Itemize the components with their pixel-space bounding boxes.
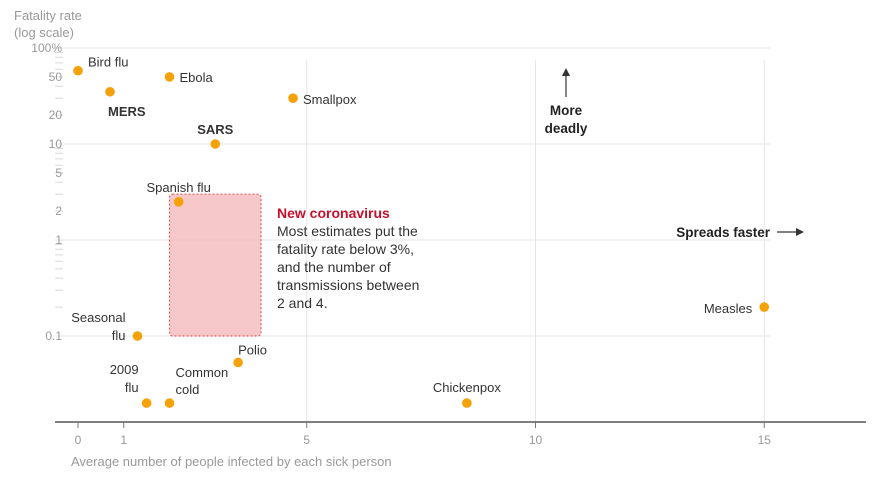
- y-tick-label: 100%: [31, 41, 62, 55]
- spreads-faster-label: Spreads faster: [676, 225, 771, 240]
- coronavirus-text-line: transmissions between: [277, 277, 419, 293]
- x-tick-label: 15: [758, 433, 772, 447]
- highlight-region-layer: New coronavirus Most estimates put the fat…: [168, 193, 419, 337]
- data-point: [164, 72, 175, 82]
- point-label: cold: [176, 382, 200, 397]
- y-axis-title-line1: Fatality rate: [14, 8, 82, 23]
- point-label: Smallpox: [303, 92, 357, 107]
- annotation-layer: More deadly Spreads faster: [545, 68, 804, 240]
- data-point: [141, 398, 152, 408]
- y-tick-label: 5: [55, 166, 62, 180]
- coronavirus-text-line: and the number of: [277, 259, 391, 275]
- point-label: flu: [125, 380, 139, 395]
- point-label: Bird flu: [88, 55, 128, 70]
- point-label: Ebola: [180, 70, 214, 85]
- x-tick-label: 10: [529, 433, 543, 447]
- y-tick-label: 0.1: [45, 329, 62, 343]
- y-tick-label: 20: [49, 108, 63, 122]
- data-point: [173, 196, 184, 207]
- point-label: flu: [112, 328, 126, 343]
- x-tick-label: 0: [75, 433, 82, 447]
- y-axis-title-line2: (log scale): [14, 25, 74, 40]
- x-axis-title: Average number of people infected by eac…: [71, 454, 392, 469]
- data-point: [132, 331, 143, 341]
- point-label: Polio: [238, 342, 267, 357]
- point-label: MERS: [108, 104, 146, 119]
- point-layer: [73, 65, 770, 408]
- coronavirus-text-line: fatality rate below 3%,: [277, 241, 414, 257]
- point-label: Spanish flu: [146, 180, 210, 195]
- y-tick-label: 10: [49, 137, 63, 151]
- data-point: [73, 65, 83, 76]
- x-tick-label: 5: [303, 433, 310, 447]
- x-tick-layer: 0 1 5 10 15: [55, 421, 866, 447]
- coronavirus-text-line: 2 and 4.: [277, 295, 328, 311]
- label-layer: Bird flu MERS Ebola Smallpox SARS Spanish flu…: [71, 55, 752, 397]
- data-point: [210, 139, 221, 149]
- data-point: [288, 93, 298, 103]
- coronavirus-text-line: Most estimates put the: [277, 223, 418, 239]
- point-label: 2009: [110, 362, 139, 377]
- y-tick-label: 50: [49, 70, 63, 84]
- y-tick-label: 2: [55, 204, 62, 218]
- axis-layer: Fatality rate (log scale) Average number…: [14, 8, 392, 469]
- more-deadly-arrowhead: [562, 68, 570, 76]
- point-label: Measles: [704, 301, 753, 316]
- y-tick-layer: 100% 50 20 10 5 2 1 0.1: [31, 41, 62, 343]
- coronavirus-region: [168, 193, 262, 337]
- spreads-faster-arrowhead: [796, 228, 804, 236]
- coronavirus-title: New coronavirus: [277, 205, 390, 221]
- point-label: Common: [176, 365, 229, 380]
- data-point: [233, 357, 243, 368]
- point-label: Seasonal: [71, 310, 125, 325]
- data-point: [105, 86, 115, 97]
- more-deadly-label: More: [550, 103, 583, 118]
- data-point: [164, 398, 175, 408]
- data-point: [462, 398, 472, 408]
- y-tick-label: 1: [55, 233, 62, 247]
- more-deadly-label: deadly: [545, 121, 588, 136]
- point-label: Chickenpox: [433, 380, 501, 395]
- data-point: [759, 302, 770, 312]
- point-label: SARS: [197, 122, 233, 137]
- x-tick-label: 1: [120, 433, 127, 447]
